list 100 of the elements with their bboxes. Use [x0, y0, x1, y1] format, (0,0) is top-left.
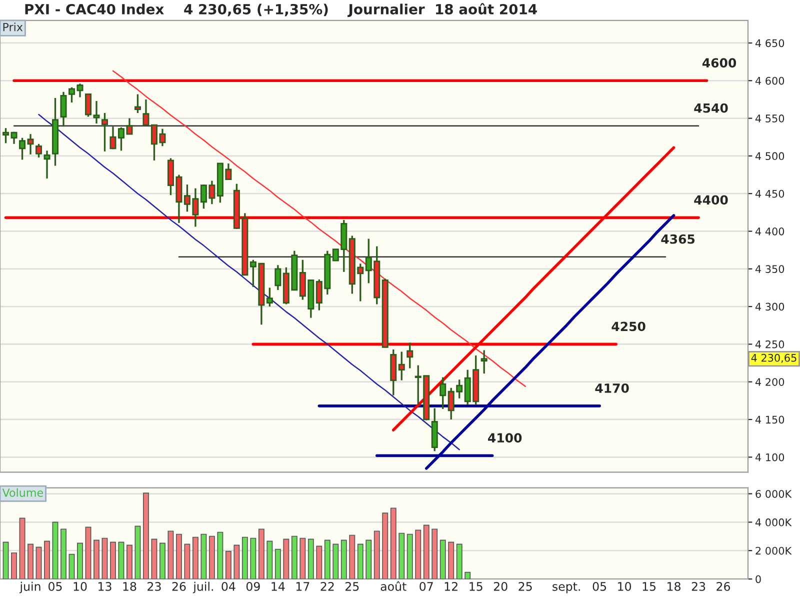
x-tick-label: 26	[716, 582, 730, 591]
bar	[36, 546, 42, 579]
bar	[274, 548, 281, 579]
bar	[415, 530, 422, 579]
bar	[250, 538, 256, 579]
x-tick-label: 14	[272, 582, 285, 591]
bar	[266, 540, 273, 579]
bar	[398, 532, 405, 579]
x-tick-label: 04	[222, 582, 236, 591]
bar	[406, 534, 413, 579]
y-tick-label: 4 000K	[755, 518, 792, 526]
candlestick	[134, 93, 141, 114]
candlestick	[110, 126, 116, 150]
y-tick-label: 4 150	[755, 416, 784, 424]
bar	[159, 542, 166, 579]
y-tick-label: 4 600	[755, 76, 784, 85]
annotation: 4170	[595, 383, 629, 393]
x-tick-label: 05	[592, 582, 606, 591]
y-tick-label: 4 650	[755, 39, 784, 48]
candlestick	[2, 127, 10, 144]
x-tick-label: 07	[420, 582, 433, 591]
bar	[340, 540, 347, 579]
bar	[94, 540, 100, 579]
bar	[28, 544, 34, 579]
y-tick-label: 4 100	[755, 453, 784, 462]
x-tick-label: 10	[74, 582, 87, 591]
bar	[332, 544, 339, 579]
line-series	[112, 70, 526, 387]
candlestick	[480, 349, 488, 374]
bar	[2, 542, 9, 579]
x-tick-label: 26	[172, 582, 186, 591]
bar	[102, 538, 108, 579]
y-axis-title: Volume	[2, 488, 43, 497]
y-tick-label: 4 350	[755, 265, 784, 273]
x-tick-label: 25	[518, 582, 532, 591]
bar	[366, 540, 372, 579]
y-tick-label: 4 300	[755, 302, 784, 311]
candlestick	[36, 143, 42, 158]
bar	[151, 538, 158, 579]
bar	[176, 534, 182, 579]
candlestick	[142, 98, 150, 126]
x-tick-label: 15	[470, 582, 482, 591]
x-tick-label: 22	[320, 582, 334, 591]
bar	[184, 544, 190, 579]
chart-title: PXI - CAC40 Index 4 230,65 (+1,35%) Journalier 18 août 2014	[25, 3, 537, 18]
bar	[134, 526, 141, 579]
x-tick-label: août	[380, 581, 406, 591]
bar	[68, 554, 75, 579]
bar	[464, 572, 471, 579]
x-tick-label: 12	[444, 582, 458, 591]
x-tick-label: 10	[618, 582, 632, 591]
x-tick-label: 05	[48, 582, 62, 591]
bar	[349, 534, 356, 579]
y-tick-label: 4 500	[755, 152, 784, 160]
candlestick	[406, 342, 414, 370]
annotation: 4400	[694, 195, 728, 205]
x-tick-label: 13	[98, 582, 112, 591]
bar	[234, 544, 240, 579]
bar	[374, 530, 380, 579]
bar	[283, 538, 290, 579]
bar	[440, 540, 446, 579]
y-tick-label: 4 450	[755, 190, 784, 198]
bar	[324, 540, 330, 579]
bar	[225, 550, 232, 579]
bar	[423, 524, 430, 579]
x-tick-label: 25	[346, 582, 359, 591]
x-tick-label: juin	[20, 582, 40, 594]
x-tick-label: 23	[148, 582, 161, 591]
candlestick	[398, 350, 405, 382]
bar	[258, 528, 264, 579]
candlestick	[44, 150, 50, 180]
candlestick	[266, 286, 273, 308]
line-series	[38, 114, 460, 450]
y-tick-label: 4 550	[755, 114, 784, 122]
bar	[300, 538, 306, 579]
bar	[60, 528, 66, 579]
x-tick-label: juil.	[192, 582, 213, 594]
bar	[357, 544, 364, 579]
candlestick	[60, 91, 67, 128]
bar	[142, 492, 149, 579]
x-tick-label: 20	[494, 582, 508, 591]
bar	[242, 536, 248, 579]
candlestick	[440, 376, 446, 410]
bar	[85, 526, 92, 579]
bar	[192, 536, 198, 579]
annotation: 4250	[612, 322, 646, 332]
bar	[390, 508, 396, 579]
x-tick-label: sept.	[552, 582, 580, 594]
y-tick-label: 6 000K	[756, 490, 792, 498]
annotation: 4600	[702, 58, 736, 68]
candlestick	[101, 112, 108, 152]
y-tick-label: 2 000K	[756, 546, 792, 555]
bar	[44, 540, 50, 579]
bar	[126, 544, 132, 579]
bar	[52, 522, 58, 579]
bar	[291, 536, 298, 579]
bar	[208, 536, 215, 579]
x-tick-label: 18	[123, 582, 136, 591]
annotation: 4540	[694, 103, 728, 113]
bar	[200, 534, 207, 579]
